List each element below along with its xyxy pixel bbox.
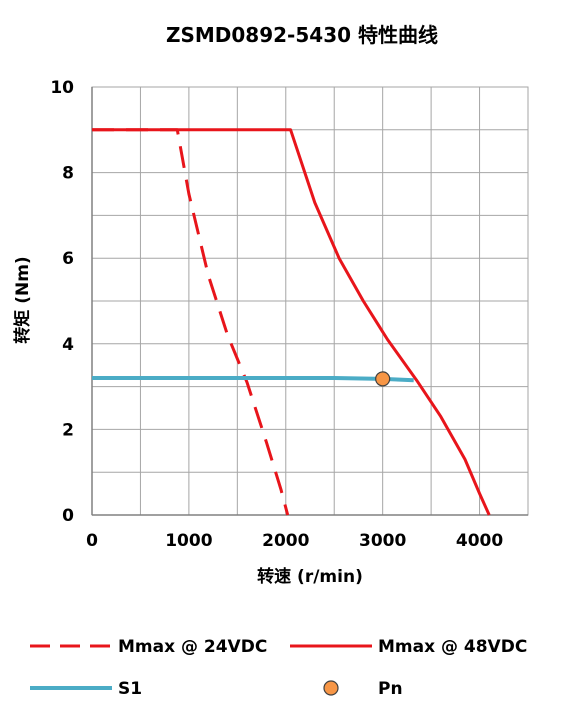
y-tick-label: 6 [62, 249, 74, 269]
series-layer [92, 128, 491, 516]
x-tick-label: 2000 [262, 531, 309, 551]
legend-swatch-pn [323, 680, 339, 696]
tick-labels: 0 1000 2000 3000 4000 0 2 4 6 8 10 [50, 78, 503, 551]
grid [92, 87, 528, 515]
y-tick-label: 10 [50, 78, 74, 98]
series-line-mmax-48vdc [92, 128, 491, 516]
chart-title: ZSMD0892-5430 特性曲线 [166, 23, 438, 47]
axes [91, 86, 529, 516]
series-point-pn [375, 371, 391, 387]
x-tick-label: 4000 [456, 531, 503, 551]
y-tick-label: 2 [62, 420, 74, 440]
y-axis-label: 转矩 (Nm) [12, 256, 33, 343]
legend-label-pn: Pn [378, 679, 403, 699]
y-tick-label: 0 [62, 506, 74, 526]
series-line-s1 [92, 376, 414, 383]
x-tick-label: 0 [86, 531, 98, 551]
x-axis-label: 转速 (r/min) [257, 566, 363, 587]
legend-label-mmax-24vdc: Mmax @ 24VDC [118, 637, 267, 657]
legend: Mmax @ 24VDC Mmax @ 48VDC S1 Pn [30, 637, 527, 699]
y-tick-label: 4 [62, 335, 74, 355]
x-tick-label: 3000 [359, 531, 406, 551]
legend-label-mmax-48vdc: Mmax @ 48VDC [378, 637, 527, 657]
y-tick-label: 8 [62, 164, 74, 184]
legend-label-s1: S1 [118, 679, 142, 699]
series-line-mmax-24vdc [92, 128, 290, 516]
x-tick-label: 1000 [165, 531, 212, 551]
